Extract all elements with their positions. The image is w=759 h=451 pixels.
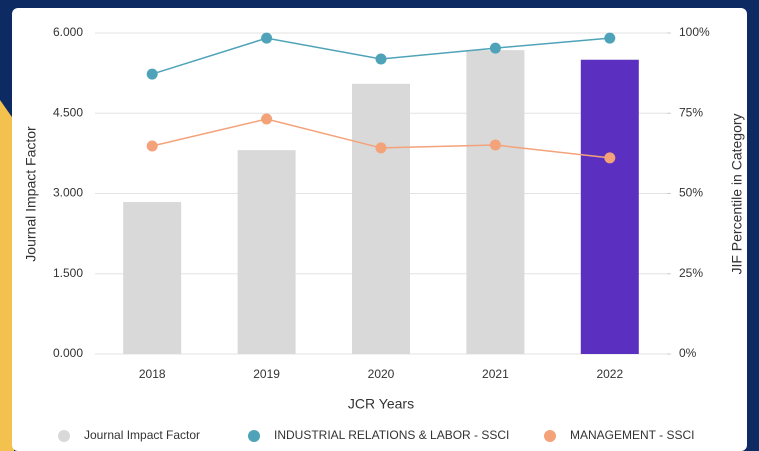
bar [123, 202, 182, 354]
point [604, 152, 616, 164]
point [146, 140, 158, 152]
bar [352, 83, 410, 354]
legend-label: INDUSTRIAL RELATIONS & LABOR - SSCI [274, 428, 509, 442]
y-tick-label: 3.000 [53, 186, 83, 200]
legend-label: Journal Impact Factor [84, 428, 200, 442]
x-tick-label: 2021 [482, 367, 509, 381]
point [604, 32, 616, 44]
decoration [0, 100, 14, 451]
y-tick-label: 1.500 [53, 266, 83, 280]
point [261, 113, 273, 125]
y2-tick-label: 75% [679, 105, 703, 119]
y2-tick-label: 0% [679, 346, 697, 360]
x-tick-label: 2020 [368, 367, 395, 381]
y-tick-label: 4.500 [53, 105, 83, 119]
y-axis-title: Journal Impact Factor [23, 126, 39, 262]
point [261, 32, 273, 44]
legend-marker [58, 430, 70, 442]
point [489, 139, 501, 151]
point [146, 68, 158, 80]
legend-label: MANAGEMENT - SSCI [570, 428, 694, 442]
legend-marker [248, 430, 260, 442]
bar [237, 150, 296, 354]
y-tick-label: 0.000 [53, 346, 83, 360]
y2-tick-label: 50% [679, 186, 703, 200]
y2-axis-title: JIF Percentile in Category [729, 113, 745, 274]
bar [580, 59, 639, 354]
x-tick-label: 2018 [139, 367, 166, 381]
point [375, 53, 387, 65]
point [489, 42, 501, 54]
bar [466, 50, 525, 355]
legend-marker [544, 430, 556, 442]
x-tick-label: 2022 [596, 367, 623, 381]
x-tick-label: 2019 [253, 367, 280, 381]
x-axis-title: JCR Years [348, 396, 414, 412]
y-tick-label: 6.000 [53, 25, 83, 39]
y2-tick-label: 25% [679, 266, 703, 280]
point [375, 142, 387, 154]
y2-tick-label: 100% [679, 25, 710, 39]
